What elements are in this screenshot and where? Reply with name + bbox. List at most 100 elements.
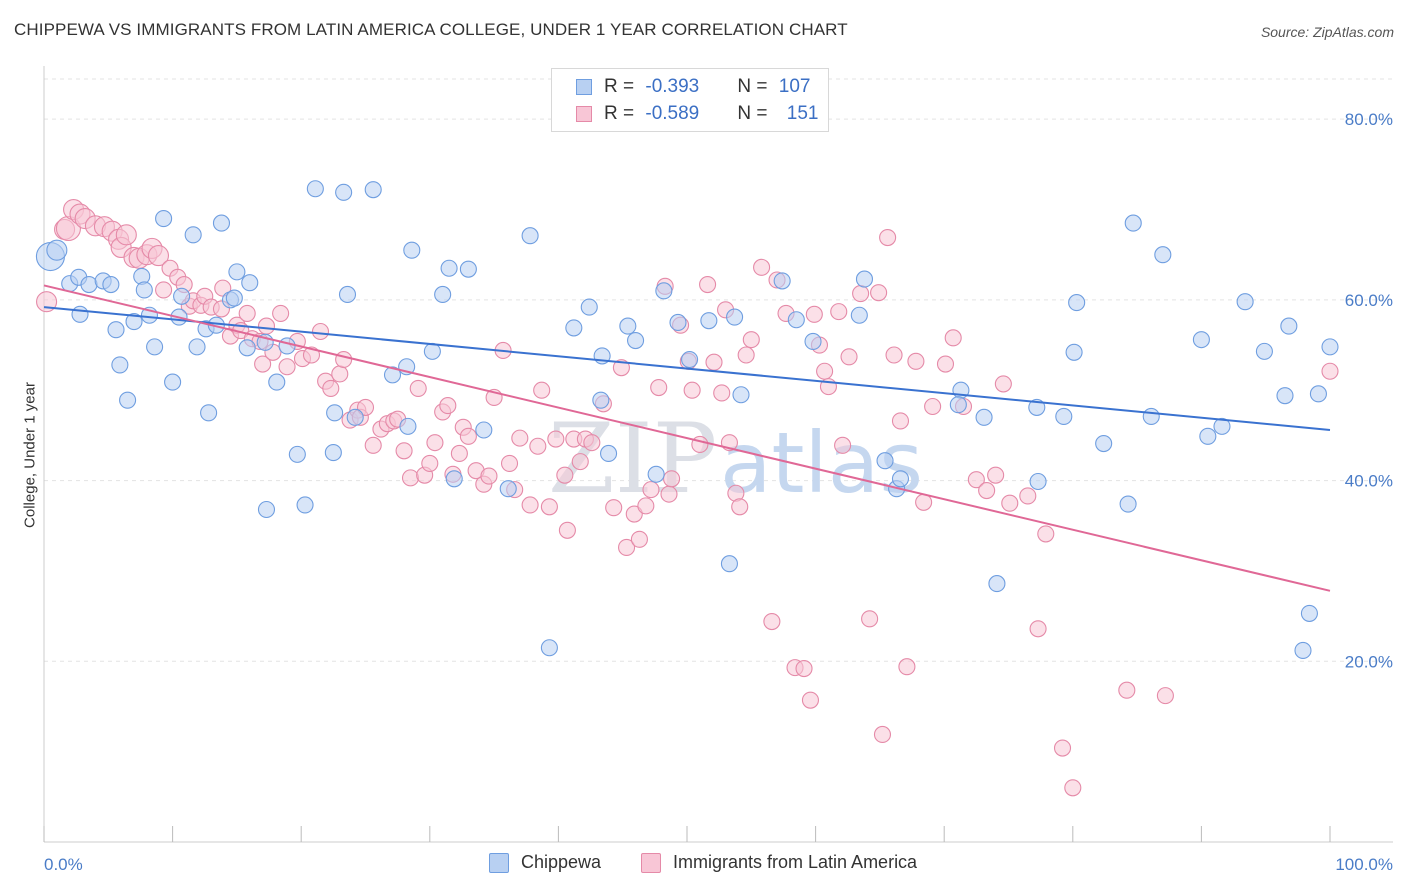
data-point xyxy=(876,452,894,470)
data-point xyxy=(1142,407,1160,425)
r-label: R = xyxy=(604,76,640,97)
data-point xyxy=(978,481,996,500)
data-point xyxy=(1199,427,1217,445)
data-point xyxy=(663,470,681,488)
data-point xyxy=(1300,604,1318,622)
data-point xyxy=(763,612,781,631)
bottom-legend-swatch-chippewa xyxy=(489,852,509,873)
data-point xyxy=(395,442,413,460)
data-point xyxy=(421,454,439,472)
data-point xyxy=(288,445,306,463)
data-point xyxy=(426,434,444,452)
data-point xyxy=(302,346,321,364)
data-point xyxy=(830,303,848,321)
data-point xyxy=(1213,417,1231,435)
data-point xyxy=(1124,214,1142,232)
data-point xyxy=(335,183,353,201)
data-point xyxy=(1154,246,1172,264)
data-point xyxy=(655,282,673,300)
data-point xyxy=(720,555,738,573)
data-point xyxy=(936,355,955,373)
data-point xyxy=(1053,739,1072,757)
data-point xyxy=(1276,387,1294,405)
data-point xyxy=(184,226,202,244)
data-point xyxy=(228,263,246,281)
data-point xyxy=(364,181,382,199)
data-point xyxy=(571,453,589,471)
bottom-legend-chippewa[interactable]: Chippewa xyxy=(489,852,601,873)
n-label: N = xyxy=(737,103,773,124)
data-point xyxy=(944,329,962,347)
data-point xyxy=(907,352,925,370)
data-point xyxy=(335,350,353,369)
legend-swatch-latin-america xyxy=(576,106,592,122)
data-point xyxy=(200,404,218,422)
data-point xyxy=(1055,407,1073,425)
data-point xyxy=(1280,317,1298,335)
data-point xyxy=(975,408,993,426)
r-label: R = xyxy=(604,103,640,124)
data-point xyxy=(257,317,276,335)
data-point xyxy=(870,284,888,302)
data-point xyxy=(558,521,576,539)
data-point xyxy=(188,338,206,356)
data-point xyxy=(115,224,137,246)
bottom-legend-label-chippewa: Chippewa xyxy=(521,852,602,872)
data-point xyxy=(521,227,539,245)
bottom-legend-latin-america[interactable]: Immigrants from Latin America xyxy=(641,852,917,873)
data-point xyxy=(71,305,89,323)
axes xyxy=(43,66,1393,843)
stats-legend: R = -0.393 N = 107 R = -0.589 N = 151 xyxy=(551,68,829,132)
data-point xyxy=(107,321,125,339)
y-tick-label: 20.0% xyxy=(1345,652,1393,671)
data-point xyxy=(605,499,623,517)
data-point xyxy=(891,470,910,488)
r-value-chippewa: -0.393 xyxy=(645,76,700,97)
data-point xyxy=(119,391,137,409)
data-point xyxy=(364,436,382,454)
data-point xyxy=(816,362,834,380)
data-point xyxy=(753,258,771,276)
y-tick-label: 60.0% xyxy=(1345,291,1393,310)
data-point xyxy=(787,311,805,329)
n-value-chippewa: 107 xyxy=(778,76,811,97)
data-point xyxy=(1321,362,1339,380)
data-point xyxy=(1029,472,1047,491)
data-point xyxy=(627,331,645,350)
data-point xyxy=(500,454,519,472)
data-point xyxy=(434,285,452,304)
data-point xyxy=(326,404,344,422)
data-point xyxy=(642,481,660,499)
data-point xyxy=(804,332,822,350)
data-point xyxy=(861,610,879,628)
data-point xyxy=(155,210,173,228)
trend-line-latin-america xyxy=(43,284,1331,592)
data-point xyxy=(805,305,823,323)
data-point xyxy=(409,379,427,397)
trend-line-chippewa xyxy=(43,306,1331,431)
legend-row-chippewa: R = -0.393 N = 107 xyxy=(576,75,810,99)
trend-lines xyxy=(43,284,1331,592)
data-point xyxy=(383,366,402,384)
y-tick-label: 40.0% xyxy=(1345,472,1393,491)
data-point xyxy=(459,260,477,278)
data-point xyxy=(238,339,256,357)
data-point xyxy=(147,245,170,267)
data-point xyxy=(306,180,324,198)
data-point xyxy=(311,322,330,341)
data-point xyxy=(1028,398,1046,416)
data-point xyxy=(529,437,547,455)
data-point xyxy=(873,725,892,744)
data-point xyxy=(726,308,744,326)
data-point xyxy=(891,412,910,430)
data-point xyxy=(773,272,791,290)
data-point xyxy=(111,356,129,374)
data-point xyxy=(1236,293,1254,311)
data-point xyxy=(1001,494,1019,512)
data-point xyxy=(1192,331,1210,349)
data-point xyxy=(988,575,1006,593)
data-point xyxy=(852,285,870,303)
data-point xyxy=(915,493,933,511)
data-point xyxy=(238,304,256,322)
data-point xyxy=(480,467,498,485)
